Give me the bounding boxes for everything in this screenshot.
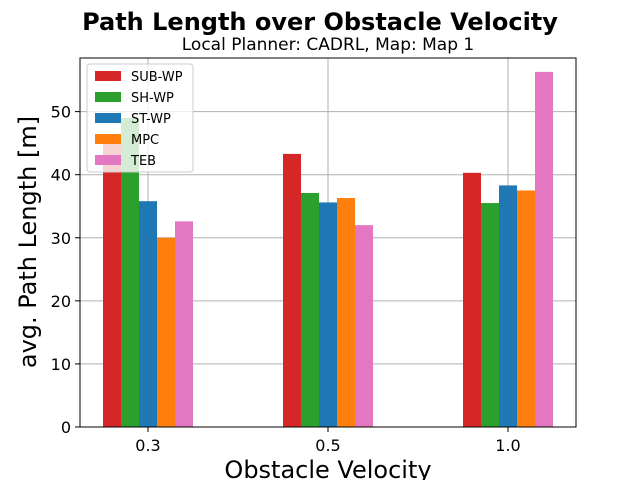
y-axis-ticks: 0 10 20 30 40 50 [51, 103, 80, 437]
bar-mpc-0.5 [337, 198, 355, 427]
chart-title: Path Length over Obstacle Velocity [82, 8, 558, 36]
x-tick-label: 0.3 [135, 436, 160, 455]
bar-teb-0.3 [175, 221, 193, 427]
y-tick-label: 0 [61, 418, 71, 437]
bar-sub-wp-0.5 [283, 153, 301, 427]
legend-box [86, 63, 194, 173]
y-tick-label: 40 [51, 166, 71, 185]
legend-label-sub-wp: SUB-WP [131, 70, 183, 85]
x-axis-label: Obstacle Velocity [224, 456, 431, 480]
bar-mpc-1.0 [517, 190, 535, 427]
x-tick-label: 0.5 [315, 436, 340, 455]
y-tick-label: 50 [51, 103, 71, 122]
bar-teb-1.0 [535, 71, 553, 427]
bars [103, 71, 553, 427]
x-tick-label: 1.0 [495, 436, 520, 455]
bar-st-wp-0.5 [319, 202, 337, 427]
y-tick-label: 30 [51, 229, 71, 248]
legend-label-teb: TEB [130, 154, 156, 169]
legend-swatch-st-wp [95, 113, 121, 123]
y-tick-label: 20 [51, 292, 71, 311]
legend-swatch-sh-wp [95, 92, 121, 102]
bar-st-wp-0.3 [139, 201, 157, 427]
legend: SUB-WP SH-WP ST-WP MPC TEB [86, 63, 194, 173]
legend-label-mpc: MPC [131, 133, 159, 148]
legend-swatch-sub-wp [95, 71, 121, 81]
chart-subtitle: Local Planner: CADRL, Map: Map 1 [182, 35, 474, 55]
bar-sub-wp-1.0 [463, 172, 481, 427]
bar-st-wp-1.0 [499, 185, 517, 427]
bar-sh-wp-0.3 [121, 117, 139, 427]
legend-swatch-teb [95, 155, 121, 165]
legend-swatch-mpc [95, 134, 121, 144]
x-axis-ticks: 0.3 0.5 1.0 [135, 427, 521, 455]
y-axis-label: avg. Path Length [m] [14, 116, 42, 368]
y-tick-label: 10 [51, 355, 71, 374]
bar-mpc-0.3 [157, 237, 175, 427]
bar-sh-wp-0.5 [301, 192, 319, 427]
bar-sub-wp-0.3 [103, 136, 121, 427]
legend-label-st-wp: ST-WP [131, 112, 171, 127]
bar-sh-wp-1.0 [481, 203, 499, 427]
legend-label-sh-wp: SH-WP [131, 91, 174, 106]
bar-teb-0.5 [355, 225, 373, 427]
